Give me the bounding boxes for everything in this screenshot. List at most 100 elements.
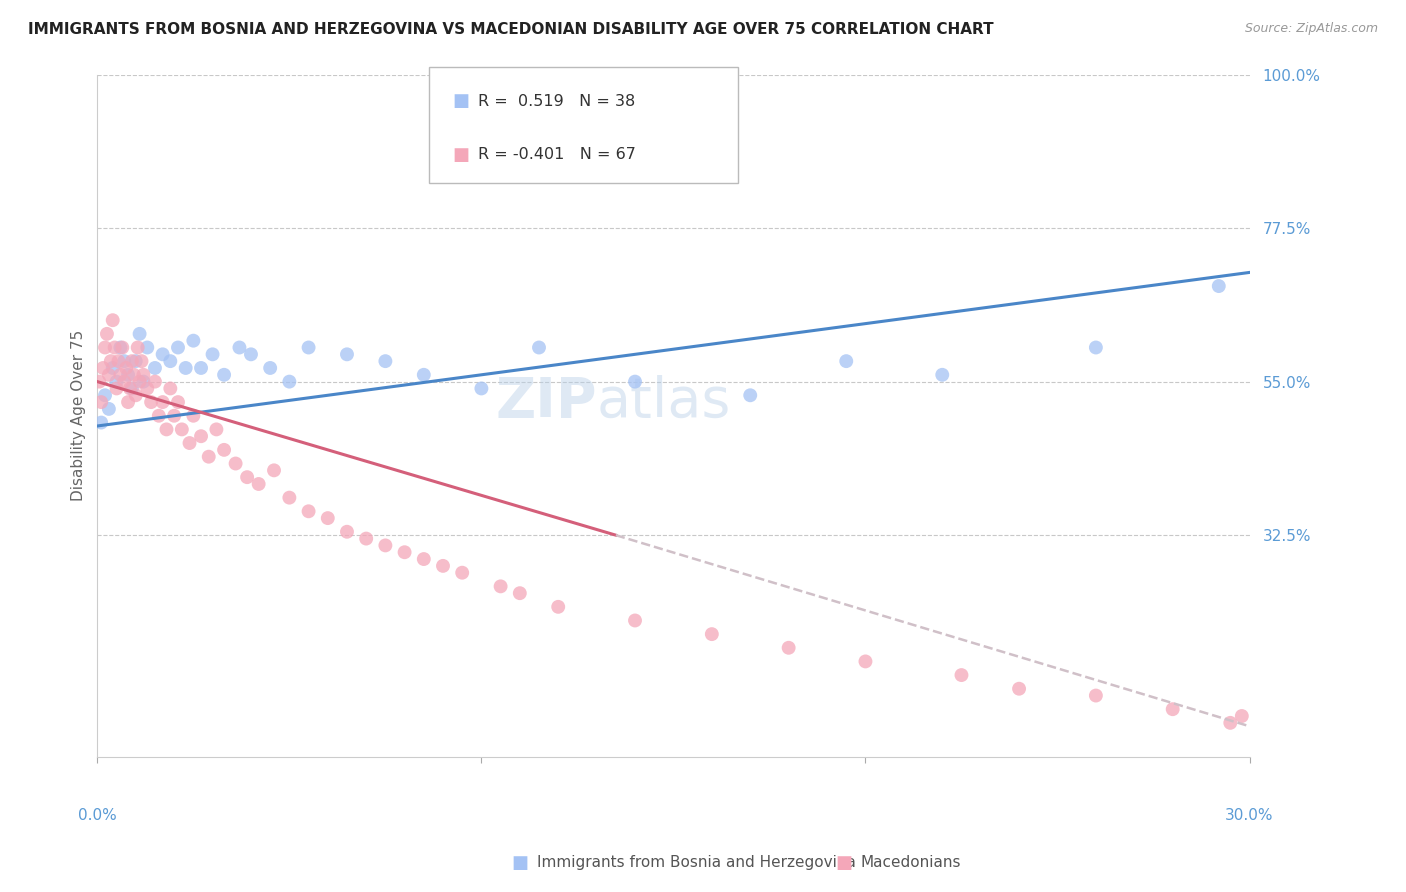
Point [374,354,396,368]
Point [1208,279,1230,293]
Point [115,361,138,376]
Point [228,341,250,355]
Point [174,361,197,376]
Point [624,375,647,389]
Point [105,375,128,389]
Point [316,511,339,525]
Point [110,341,132,355]
Point [374,538,396,552]
Point [931,368,953,382]
Point [101,313,124,327]
Point [143,375,166,389]
Point [1219,715,1241,730]
Point [167,395,190,409]
Point [201,347,224,361]
Point [183,409,205,423]
Point [212,368,235,382]
Point [159,354,181,368]
Point [297,341,319,355]
Point [94,341,117,355]
Point [128,375,150,389]
Text: IMMIGRANTS FROM BOSNIA AND HERZEGOVINA VS MACEDONIAN DISABILITY AGE OVER 75 CORR: IMMIGRANTS FROM BOSNIA AND HERZEGOVINA V… [28,22,994,37]
Point [136,381,159,395]
Y-axis label: Disability Age Over 75: Disability Age Over 75 [72,330,86,501]
Point [700,627,723,641]
Point [354,532,377,546]
Point [197,450,219,464]
Point [125,354,148,368]
Point [336,347,359,361]
Point [132,368,155,382]
Point [278,375,301,389]
Point [336,524,359,539]
Point [104,341,127,355]
Point [855,655,877,669]
Point [225,457,247,471]
Point [190,429,212,443]
Point [90,416,112,430]
Point [117,368,139,382]
Point [297,504,319,518]
Point [740,388,762,402]
Point [527,341,550,355]
Point [112,354,135,368]
Point [183,334,205,348]
Point [412,552,434,566]
Point [163,409,186,423]
Point [90,395,112,409]
Point [139,395,162,409]
Point [121,354,143,368]
Text: atlas: atlas [596,376,731,429]
Point [278,491,301,505]
Point [170,422,193,436]
Point [100,354,122,368]
Text: ■: ■ [453,93,470,111]
Point [91,361,114,376]
Point [236,470,259,484]
Point [110,368,132,382]
Point [96,326,118,341]
Point [167,341,190,355]
Point [122,368,145,382]
Point [1161,702,1184,716]
Point [121,381,143,395]
Text: ■: ■ [512,854,529,871]
Point [155,422,177,436]
Text: R =  0.519   N = 38: R = 0.519 N = 38 [478,94,636,109]
Point [117,395,139,409]
Point [1008,681,1031,696]
Point [489,579,512,593]
Point [778,640,800,655]
Point [132,375,155,389]
Point [101,361,124,376]
Point [624,614,647,628]
Text: ■: ■ [453,146,470,164]
Point [152,395,174,409]
Text: Source: ZipAtlas.com: Source: ZipAtlas.com [1244,22,1378,36]
Point [127,341,149,355]
Point [1230,709,1253,723]
Point [107,354,129,368]
Point [509,586,531,600]
Point [179,436,201,450]
Text: ■: ■ [835,854,852,871]
Point [247,477,270,491]
Point [125,388,148,402]
Point [152,347,174,361]
Point [112,375,135,389]
Point [263,463,285,477]
Text: ZIP: ZIP [495,376,596,429]
Point [1084,689,1107,703]
Point [394,545,416,559]
Point [89,375,111,389]
Point [97,401,120,416]
Point [412,368,434,382]
Point [259,361,281,376]
Point [148,409,170,423]
Point [128,326,150,341]
Point [131,354,153,368]
Point [547,599,569,614]
Point [950,668,973,682]
Point [105,381,128,395]
Point [136,341,159,355]
